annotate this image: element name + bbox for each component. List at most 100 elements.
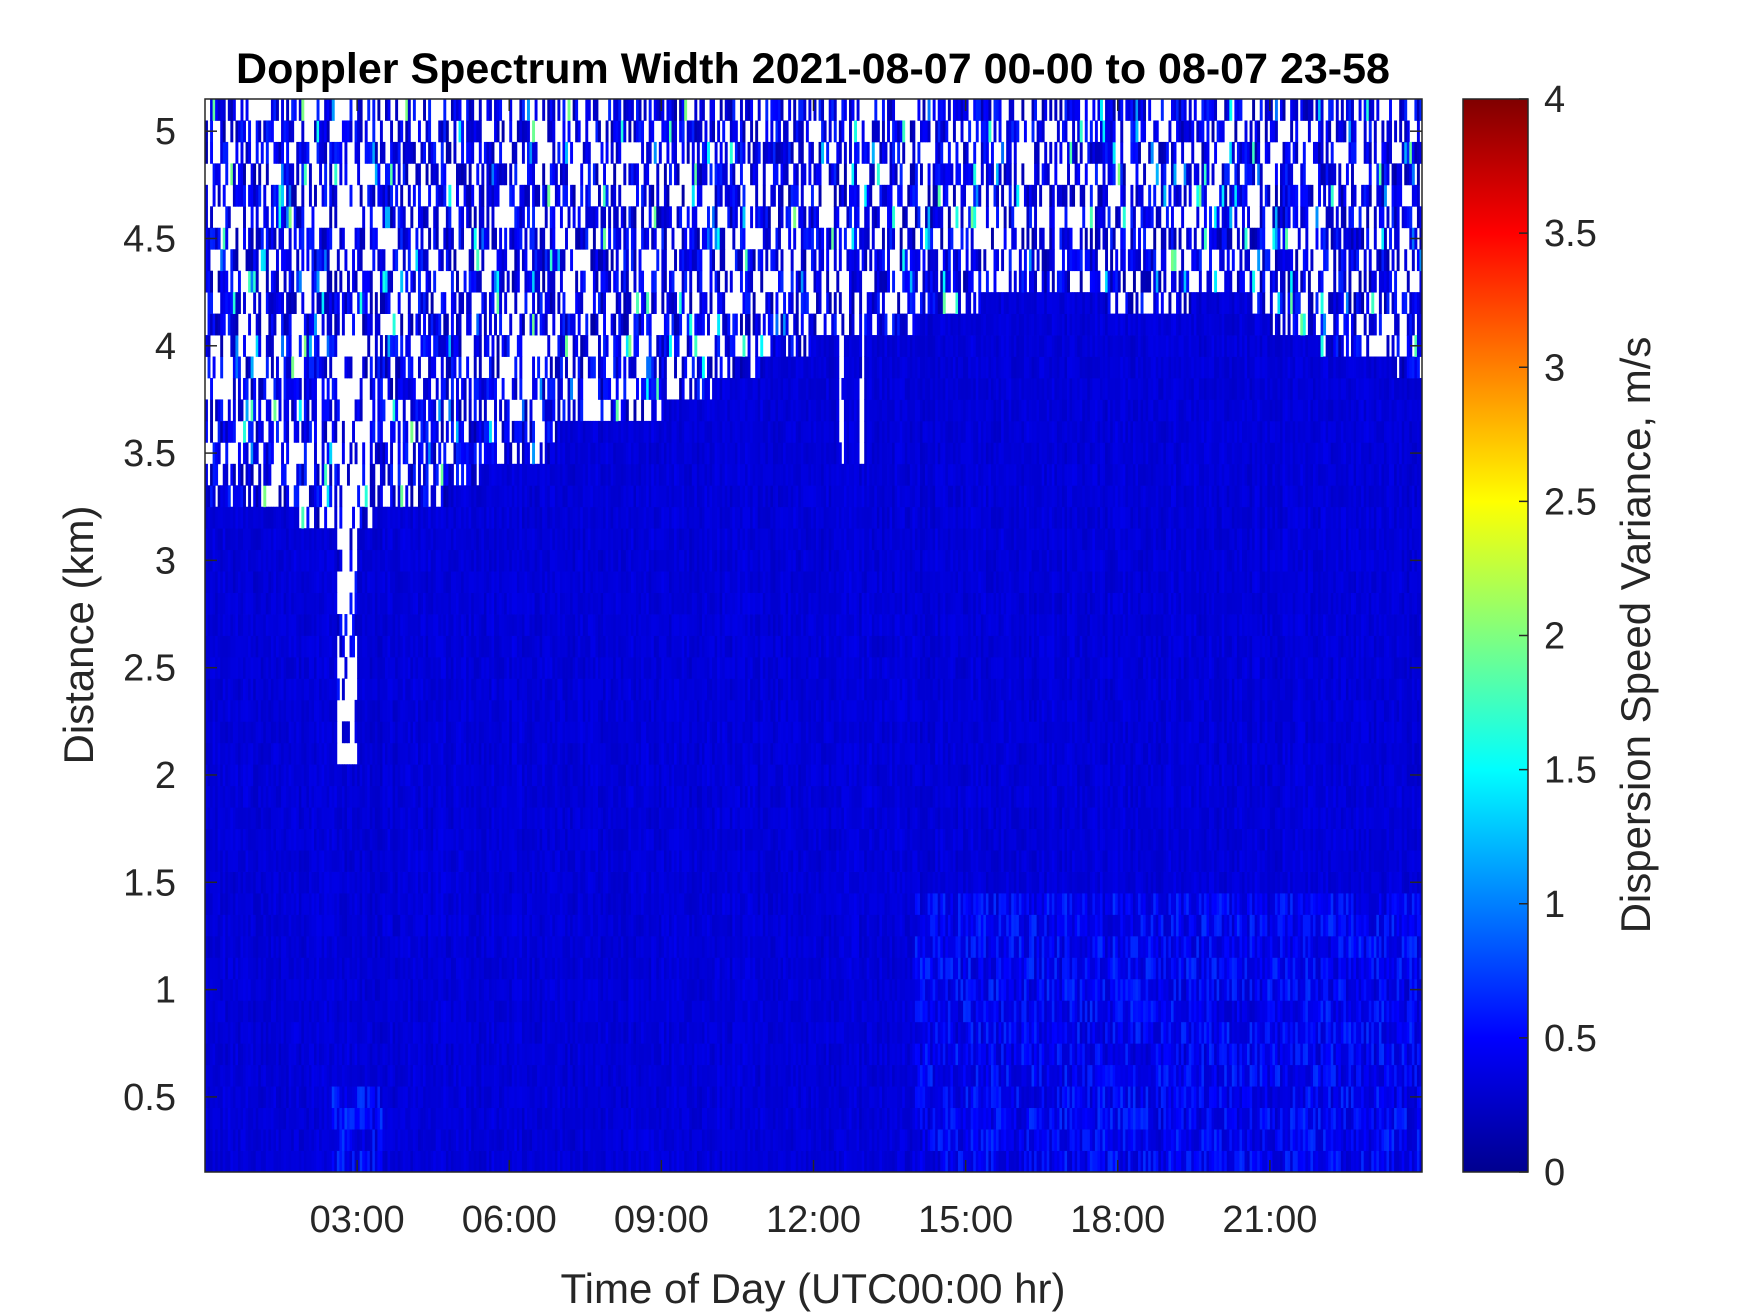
heatmap-cell: [372, 957, 375, 979]
heatmap-cell: [443, 678, 446, 700]
heatmap-cell: [347, 829, 350, 851]
heatmap-cell: [436, 593, 439, 615]
heatmap-cell: [284, 678, 287, 700]
heatmap-cell: [466, 829, 469, 851]
heatmap-cell: [294, 228, 297, 250]
heatmap-cell: [413, 743, 416, 765]
heatmap-cell: [441, 399, 444, 421]
heatmap-cell: [210, 464, 213, 486]
heatmap-cell: [431, 1151, 434, 1173]
heatmap-cell: [350, 979, 353, 1001]
heatmap-cell: [512, 378, 515, 400]
heatmap-cell: [479, 1022, 482, 1044]
heatmap-cell: [456, 850, 459, 872]
heatmap-cell: [294, 185, 297, 207]
heatmap-cell: [403, 163, 406, 185]
heatmap-cell: [372, 464, 375, 486]
heatmap-cell: [276, 872, 279, 894]
heatmap-cell: [258, 1151, 261, 1173]
heatmap-cell: [248, 593, 251, 615]
heatmap-cell: [299, 764, 302, 786]
heatmap-cell: [486, 1065, 489, 1087]
heatmap-cell: [362, 206, 365, 228]
heatmap-cell: [492, 1151, 495, 1173]
heatmap-cell: [479, 764, 482, 786]
heatmap-cell: [327, 807, 330, 829]
heatmap-cell: [319, 1000, 322, 1022]
heatmap-cell: [258, 936, 261, 958]
heatmap-cell: [502, 872, 505, 894]
heatmap-cell: [492, 786, 495, 808]
heatmap-cell: [471, 678, 474, 700]
heatmap-cell: [301, 614, 304, 636]
heatmap-cell: [443, 614, 446, 636]
heatmap-cell: [243, 721, 246, 743]
heatmap-cell: [377, 1151, 380, 1173]
heatmap-cell: [393, 678, 396, 700]
heatmap-cell: [507, 893, 510, 915]
heatmap-cell: [352, 271, 355, 293]
heatmap-cell: [225, 786, 228, 808]
heatmap-cell: [382, 936, 385, 958]
heatmap-cell: [469, 163, 472, 185]
heatmap-cell: [393, 807, 396, 829]
heatmap-cell: [304, 657, 307, 679]
heatmap-cell: [464, 764, 467, 786]
heatmap-cell: [344, 614, 347, 636]
heatmap-cell: [486, 764, 489, 786]
heatmap-cell: [339, 1043, 342, 1065]
heatmap-cell: [375, 914, 378, 936]
heatmap-cell: [208, 807, 211, 829]
heatmap-cell: [238, 163, 241, 185]
heatmap-cell: [281, 464, 284, 486]
heatmap-cell: [301, 142, 304, 164]
heatmap-cell: [403, 378, 406, 400]
heatmap-cell: [512, 485, 515, 507]
heatmap-cell: [360, 378, 363, 400]
heatmap-cell: [332, 142, 335, 164]
heatmap-cell: [413, 528, 416, 550]
heatmap-cell: [370, 206, 373, 228]
heatmap-cell: [443, 1086, 446, 1108]
heatmap-cell: [258, 829, 261, 851]
heatmap-cell: [228, 1151, 231, 1173]
heatmap-cell: [268, 335, 271, 357]
heatmap-cell: [322, 571, 325, 593]
heatmap-cell: [507, 335, 510, 357]
heatmap-cell: [367, 99, 370, 121]
heatmap-cell: [337, 764, 340, 786]
heatmap-cell: [271, 636, 274, 658]
heatmap-cell: [362, 979, 365, 1001]
heatmap-cell: [441, 1129, 444, 1151]
heatmap-cell: [223, 893, 226, 915]
heatmap-cell: [210, 914, 213, 936]
heatmap-cell: [443, 593, 446, 615]
heatmap-cell: [291, 399, 294, 421]
heatmap-cell: [415, 614, 418, 636]
heatmap-cell: [489, 1108, 492, 1130]
heatmap-cell: [208, 721, 211, 743]
heatmap-cell: [233, 914, 236, 936]
heatmap-cell: [284, 1022, 287, 1044]
heatmap-cell: [446, 786, 449, 808]
heatmap-cell: [342, 1000, 345, 1022]
heatmap-cell: [370, 936, 373, 958]
heatmap-cell: [408, 850, 411, 872]
heatmap-cell: [492, 936, 495, 958]
heatmap-cell: [426, 206, 429, 228]
heatmap-cell: [459, 357, 462, 379]
heatmap-cell: [441, 1108, 444, 1130]
heatmap-cell: [276, 1022, 279, 1044]
heatmap-cell: [456, 378, 459, 400]
heatmap-cell: [281, 764, 284, 786]
heatmap-cell: [304, 1108, 307, 1130]
heatmap-cell: [286, 442, 289, 464]
heatmap-cell: [466, 206, 469, 228]
heatmap-cell: [268, 936, 271, 958]
heatmap-cell: [261, 829, 264, 851]
heatmap-cell: [215, 678, 218, 700]
heatmap-cell: [453, 357, 456, 379]
heatmap-cell: [466, 507, 469, 529]
heatmap-cell: [504, 421, 507, 443]
heatmap-cell: [271, 1043, 274, 1065]
